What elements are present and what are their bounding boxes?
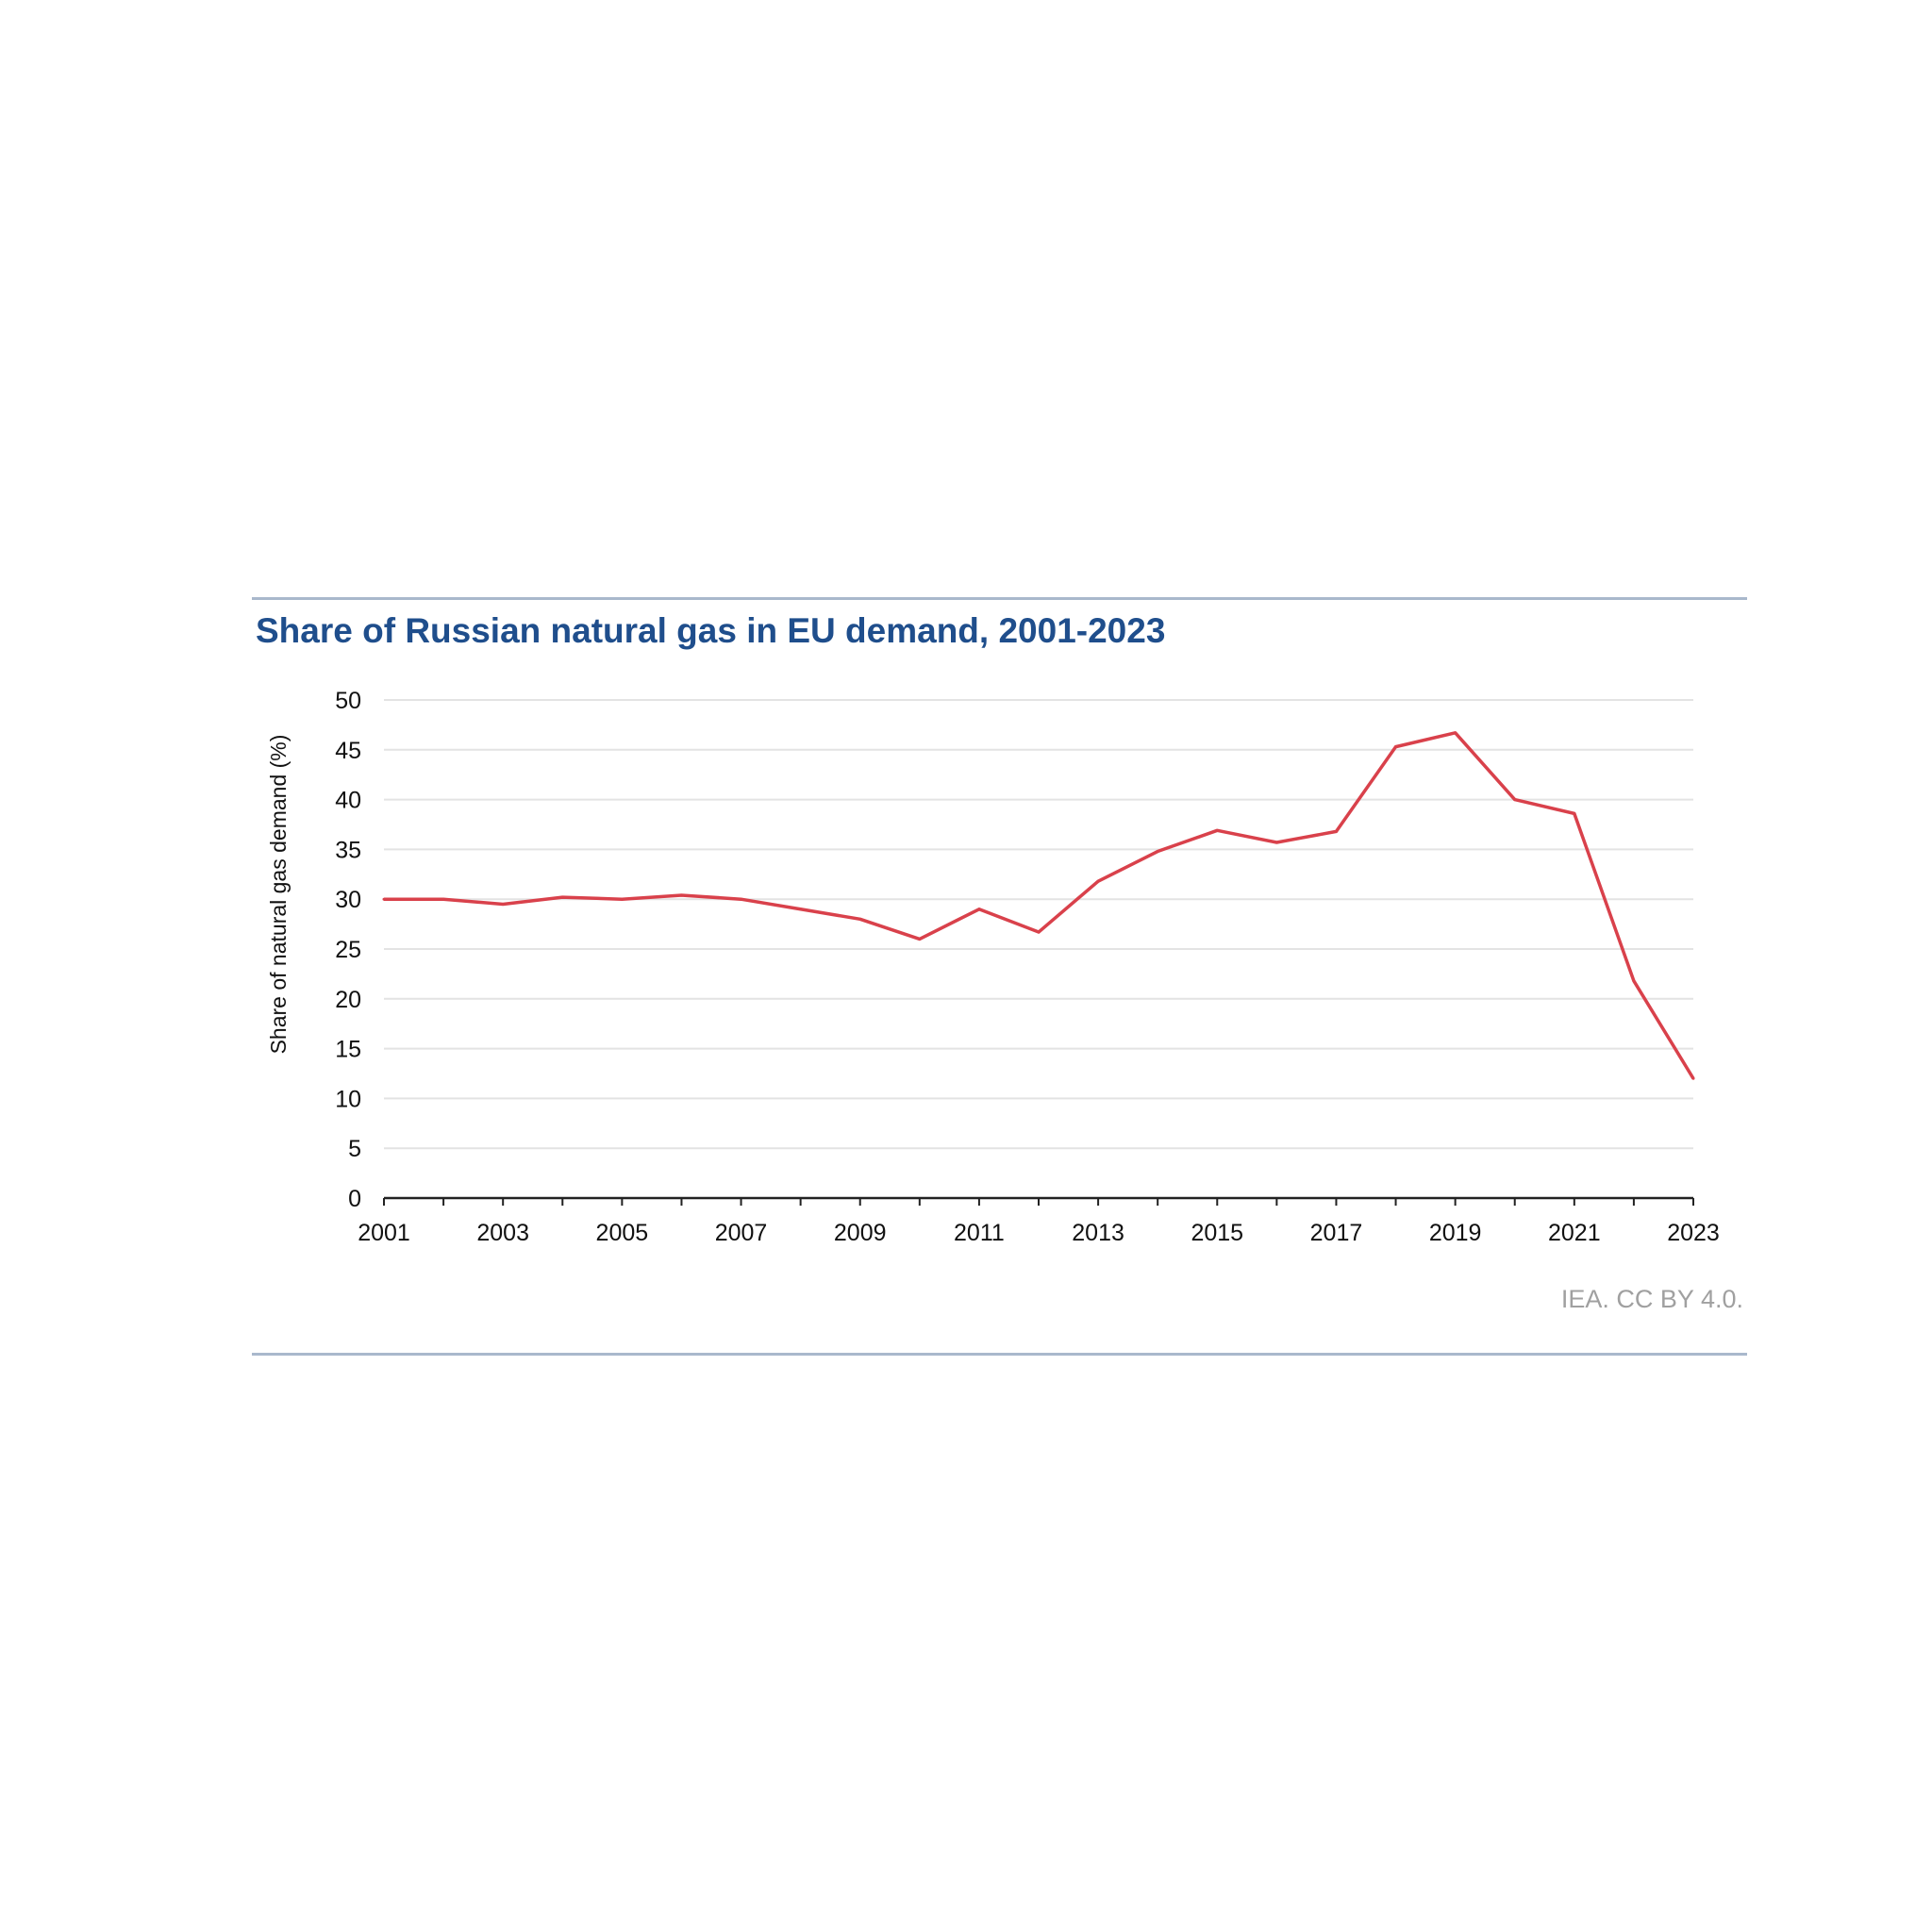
data-point bbox=[1513, 798, 1517, 802]
x-tick-label: 2013 bbox=[1072, 1220, 1124, 1246]
data-point bbox=[1334, 829, 1338, 833]
y-tick-label: 45 bbox=[335, 738, 361, 764]
data-point bbox=[740, 897, 743, 901]
data-point bbox=[1037, 930, 1041, 934]
data-point bbox=[1394, 745, 1398, 749]
source-note: IEA. CC BY 4.0. bbox=[1560, 1285, 1743, 1313]
y-tick-label: 10 bbox=[335, 1086, 361, 1112]
x-tick-label: 2019 bbox=[1429, 1220, 1482, 1246]
y-tick-label: 0 bbox=[348, 1186, 361, 1212]
y-tick-label: 25 bbox=[335, 937, 361, 963]
x-tick-label: 2005 bbox=[596, 1220, 649, 1246]
data-point bbox=[382, 897, 386, 901]
data-point bbox=[1215, 828, 1219, 832]
y-tick-label: 50 bbox=[335, 688, 361, 714]
data-point bbox=[858, 917, 862, 921]
y-tick-label: 5 bbox=[348, 1136, 361, 1162]
data-point bbox=[1156, 850, 1159, 854]
data-point bbox=[560, 895, 564, 899]
data-point bbox=[1573, 811, 1576, 815]
x-tick-label: 2001 bbox=[358, 1220, 410, 1246]
x-tick-label: 2011 bbox=[954, 1220, 1005, 1246]
data-point bbox=[1454, 731, 1457, 735]
data-point bbox=[1632, 979, 1636, 983]
y-tick-label: 15 bbox=[335, 1037, 361, 1063]
x-tick-label: 2015 bbox=[1191, 1220, 1243, 1246]
x-tick-label: 2007 bbox=[715, 1220, 768, 1246]
x-tick-label: 2017 bbox=[1310, 1220, 1363, 1246]
data-point bbox=[441, 897, 445, 901]
y-axis-label: Share of natural gas demand (%) bbox=[266, 735, 291, 1055]
x-tick-label: 2023 bbox=[1667, 1220, 1720, 1246]
y-tick-label: 35 bbox=[335, 837, 361, 863]
data-point bbox=[1096, 879, 1100, 883]
series-line bbox=[384, 731, 1695, 1080]
data-point bbox=[918, 937, 922, 941]
data-point bbox=[501, 902, 505, 906]
chart-title: Share of Russian natural gas in EU deman… bbox=[256, 611, 1166, 650]
x-tick-label: 2009 bbox=[834, 1220, 887, 1246]
data-point bbox=[679, 893, 683, 897]
data-point bbox=[1691, 1076, 1695, 1080]
y-tick-label: 30 bbox=[335, 887, 361, 913]
y-tick-label: 40 bbox=[335, 788, 361, 814]
x-tick-label: 2003 bbox=[476, 1220, 529, 1246]
data-point bbox=[977, 908, 981, 911]
top-rule bbox=[252, 597, 1747, 600]
bottom-rule bbox=[252, 1353, 1747, 1356]
x-tick-label: 2021 bbox=[1548, 1220, 1601, 1246]
data-point bbox=[799, 908, 803, 911]
data-point bbox=[620, 897, 624, 901]
data-point bbox=[1274, 841, 1278, 844]
y-tick-label: 20 bbox=[335, 987, 361, 1013]
